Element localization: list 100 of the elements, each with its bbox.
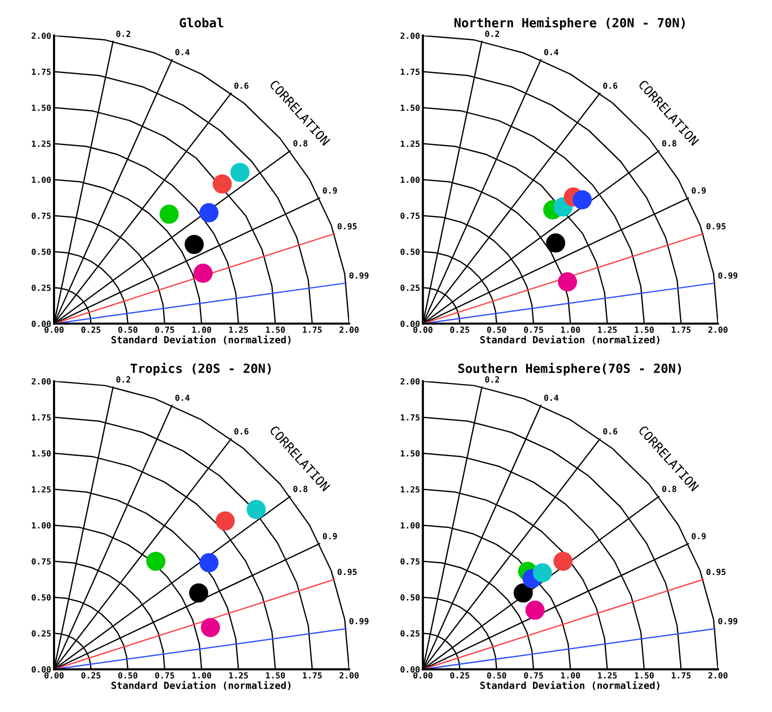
- x-tick-label: 0.00: [44, 672, 64, 679]
- y-tick-label: 1.00: [400, 176, 420, 183]
- x-tick-label: 1.00: [561, 672, 580, 679]
- x-tick-label: 0.25: [450, 672, 470, 679]
- y-tick-label: 0.25: [32, 630, 51, 637]
- y-tick-label: 1.00: [32, 176, 51, 183]
- y-tick-label: 0.00: [400, 320, 420, 327]
- chart-title: Southern Hemisphere(70S - 20N): [458, 362, 681, 376]
- y-tick-label: 1.50: [400, 450, 420, 457]
- series-label: 0.99: [718, 272, 738, 279]
- x-tick-label: 0.75: [524, 326, 544, 333]
- x-tick-label: 1.50: [266, 672, 285, 679]
- x-tick-label: 1.75: [302, 326, 322, 333]
- series-label: 0.95: [338, 223, 357, 230]
- x-tick-label: 2.00: [340, 326, 359, 333]
- x-tick-label: 1.75: [672, 326, 691, 333]
- x-tick-label: 0.25: [450, 326, 470, 333]
- series-label: 0.6: [234, 82, 248, 89]
- x-tick-label: 1.50: [634, 326, 654, 333]
- y-tick-label: 1.00: [32, 522, 51, 529]
- y-tick-label: 1.75: [32, 68, 51, 75]
- x-tick-label: 0.00: [413, 672, 432, 679]
- x-tick-label: 1.00: [192, 326, 212, 333]
- x-tick-label: 1.00: [192, 672, 212, 679]
- series-label: 0.2: [116, 30, 130, 37]
- x-tick-label: 0.00: [44, 326, 64, 333]
- x-tick-label: 0.75: [524, 672, 544, 679]
- x-tick-label: 0.00: [413, 326, 432, 333]
- series-label: 0.95: [706, 568, 726, 576]
- y-tick-label: 2.00: [400, 32, 420, 39]
- y-tick-label: 0.50: [400, 248, 420, 255]
- series-label: 0.9: [692, 187, 706, 194]
- series-label: 0.95: [706, 223, 726, 230]
- x-tick-label: 2.00: [708, 326, 728, 333]
- y-tick-label: 0.50: [400, 594, 420, 601]
- series-label: 0.2: [116, 376, 130, 383]
- y-tick-label: 1.25: [32, 140, 51, 147]
- series-label: 0.4: [175, 48, 190, 56]
- x-tick-label: 1.50: [634, 672, 654, 679]
- chart-title: Tropics (20S - 20N): [130, 362, 271, 376]
- series-label: 0.6: [603, 428, 618, 434]
- chart-title: Global: [180, 18, 224, 28]
- x-axis-title: Standard Deviation (normalized): [480, 680, 660, 690]
- y-tick-label: 0.75: [32, 212, 51, 219]
- x-tick-label: 0.50: [487, 672, 506, 679]
- series-label: 0.2: [485, 376, 500, 383]
- series-label: 0.6: [603, 82, 618, 89]
- y-tick-label: 0.00: [400, 666, 420, 673]
- y-tick-label: 0.25: [32, 284, 51, 291]
- series-label: 0.99: [349, 618, 368, 624]
- y-tick-label: 2.00: [400, 378, 420, 385]
- y-tick-label: 1.75: [400, 414, 420, 421]
- x-tick-label: 1.25: [229, 672, 248, 679]
- x-axis-title: Standard Deviation (normalized): [111, 335, 290, 345]
- chart-title: Northern Hemisphere (20N - 70N): [454, 17, 685, 30]
- series-label: 0.4: [544, 48, 558, 56]
- x-tick-label: 0.50: [118, 672, 138, 679]
- y-tick-label: 1.50: [400, 104, 420, 111]
- y-tick-label: 0.00: [32, 666, 51, 673]
- y-tick-label: 1.25: [400, 486, 420, 493]
- x-axis-title: Standard Deviation (normalized): [111, 680, 290, 690]
- x-tick-label: 0.75: [155, 672, 174, 679]
- y-tick-label: 1.25: [400, 140, 420, 147]
- y-tick-label: 1.50: [32, 104, 51, 111]
- series-label: 0.2: [485, 30, 500, 37]
- series-label: 0.99: [349, 272, 368, 279]
- x-tick-label: 1.75: [302, 672, 322, 679]
- y-tick-label: 0.75: [32, 558, 51, 565]
- y-tick-label: 0.75: [400, 558, 420, 565]
- x-tick-label: 0.25: [81, 672, 100, 679]
- x-tick-label: 1.25: [598, 326, 617, 333]
- series-label: 0.9: [322, 533, 337, 540]
- y-tick-label: 0.00: [32, 320, 51, 327]
- y-tick-label: 1.25: [32, 486, 51, 493]
- x-tick-label: 1.50: [266, 326, 285, 333]
- x-tick-label: 1.25: [598, 672, 617, 679]
- x-tick-label: 2.00: [708, 672, 728, 679]
- x-tick-label: 1.00: [561, 326, 580, 333]
- x-axis-title: Standard Deviation (normalized): [480, 335, 660, 345]
- series-label: 0.99: [718, 618, 738, 624]
- y-tick-label: 2.00: [32, 378, 51, 385]
- series-label: 0.6: [234, 428, 248, 434]
- y-tick-label: 1.50: [32, 450, 51, 457]
- y-tick-label: 1.75: [400, 68, 420, 75]
- y-tick-label: 0.50: [32, 594, 51, 601]
- series-label: 0.4: [544, 394, 558, 401]
- series-label: 0.9: [322, 187, 337, 194]
- x-tick-label: 0.50: [118, 326, 138, 333]
- series-label: 0.9: [692, 533, 706, 540]
- y-tick-label: 0.50: [32, 248, 51, 255]
- x-tick-label: 1.25: [229, 326, 248, 333]
- y-tick-label: 0.75: [400, 212, 420, 219]
- y-tick-label: 1.00: [400, 522, 420, 529]
- y-tick-label: 1.75: [32, 414, 51, 421]
- series-label: 0.95: [338, 568, 357, 576]
- y-tick-label: 0.25: [400, 284, 420, 291]
- series-label: 0.4: [175, 394, 190, 401]
- y-tick-label: 0.25: [400, 630, 420, 637]
- x-tick-label: 0.75: [155, 326, 174, 333]
- y-tick-label: 2.00: [32, 32, 51, 39]
